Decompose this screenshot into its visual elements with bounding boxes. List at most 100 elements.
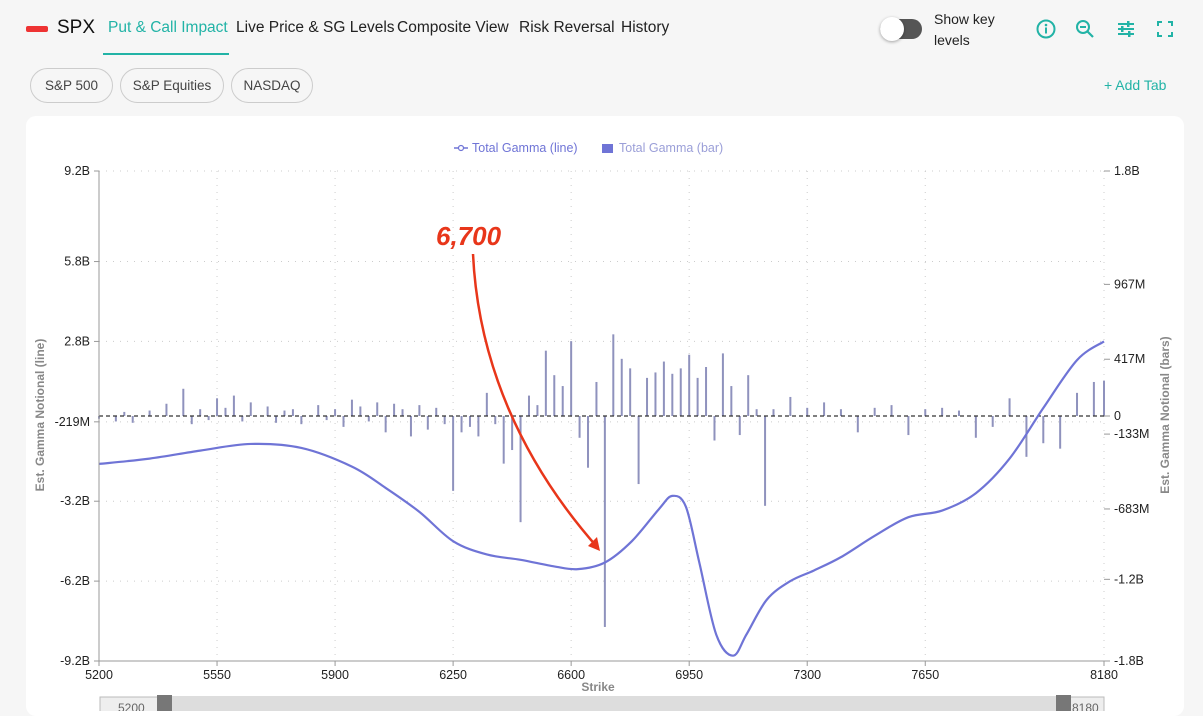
tab-put-call-impact[interactable]: Put & Call Impact [108,19,228,36]
gamma-bar [199,409,202,416]
x-tick-label: 6950 [675,668,703,682]
gamma-bar [991,416,994,427]
gamma-bar [511,416,514,451]
range-start-handle [157,695,172,711]
gamma-bar [165,403,168,416]
gamma-bar [1025,416,1028,457]
gamma-bar [477,416,480,437]
gamma-bar [1008,398,1011,416]
x-tick-label: 5200 [85,668,113,682]
tab-composite-view[interactable]: Composite View [397,19,509,36]
top-bar: SPX Put & Call Impact Live Price & SG Le… [0,0,1203,58]
x-tick-label: 8180 [1090,668,1118,682]
gamma-bar [603,416,606,627]
toggle-knob[interactable] [880,17,904,41]
gamma-bar [131,416,134,423]
gamma-bar [325,416,328,421]
gamma-bar [646,377,649,416]
legend-line-label[interactable]: Total Gamma (line) [472,141,578,155]
key-levels-label: Show key levels [934,11,995,48]
gamma-bar [1042,416,1045,444]
gamma-bar [612,334,615,416]
gamma-bar [224,407,227,416]
pill-sp-equities[interactable]: S&P Equities [120,68,224,103]
gamma-bar [789,396,792,416]
gamma-bar [907,416,910,436]
sliders-icon[interactable] [1114,17,1138,41]
y-right-tick-label: 1.8B [1114,164,1140,178]
gamma-bar [207,416,210,421]
gamma-bar [823,402,826,416]
gamma-bar [637,416,640,485]
brand-ticker: SPX [57,17,96,38]
gamma-bar [182,388,185,416]
y-left-tick-label: -9.2B [60,654,90,668]
gamma-bar [764,416,767,506]
y-left-tick-label: 9.2B [64,164,90,178]
gamma-bar [367,416,370,422]
gamma-bar [148,410,151,416]
gamma-bar [839,409,842,416]
pill-nasdaq[interactable]: NASDAQ [231,68,313,103]
gamma-bar [485,392,488,416]
legend-bar-label[interactable]: Total Gamma (bar) [619,141,723,155]
gamma-bar [241,416,244,422]
logo [26,26,48,32]
y-right-tick-label: 967M [1114,277,1145,291]
gamma-bar [300,416,303,425]
gamma-bar [350,399,353,416]
active-tab-indicator [103,53,229,55]
gamma-bar [384,416,387,433]
gamma-bar [190,416,193,425]
gamma-bar [587,416,590,468]
tab-risk-reversal[interactable]: Risk Reversal [519,19,615,36]
gamma-bar [806,407,809,416]
legend-bar-marker [602,144,613,153]
range-start-label: 5200 [118,701,145,711]
gamma-bar [629,368,632,416]
zoom-out-icon[interactable] [1073,17,1097,41]
info-icon[interactable] [1034,17,1058,41]
gamma-bar [334,409,337,416]
legend: Total Gamma (line) Total Gamma (bar) [454,141,723,155]
annotation: 6,700 [436,221,600,551]
annotation-arrow [471,253,599,549]
y-left-tick-label: -6.2B [60,574,90,588]
gamma-bar [494,416,497,425]
line-series [98,340,1105,657]
gamma-bar [671,373,674,416]
gamma-bar [401,409,404,416]
y-left-tick-label: 2.8B [64,334,90,348]
gamma-bar [974,416,977,438]
annotation-arrowhead [588,537,600,551]
tab-history[interactable]: History [621,19,670,36]
right-axis-title: Est. Gamma Notional (bars) [1158,336,1172,493]
gamma-bar [502,416,505,464]
y-left-tick-label: -219M [55,415,90,429]
y-right-tick-label: -1.8B [1114,654,1144,668]
gamma-bar [738,416,741,436]
add-tab-button[interactable]: + Add Tab [1104,77,1167,93]
gamma-bar [232,395,235,416]
annotation-label: 6,700 [436,221,502,251]
fullscreen-icon[interactable] [1153,17,1177,41]
gamma-bar [941,407,944,416]
gamma-bar [755,409,758,416]
tab-live-price-sg-levels[interactable]: Live Price & SG Levels [236,19,395,36]
y-right-tick-label: -1.2B [1114,572,1144,586]
range-slider[interactable]: 5200 8180 [99,695,1105,711]
gamma-bar [435,407,438,416]
gamma-bar [679,368,682,416]
gamma-bar [519,416,522,523]
legend-line-dot [457,144,465,152]
gamma-bar [216,398,219,416]
gamma-bar [114,416,117,422]
pill-sp500[interactable]: S&P 500 [30,68,113,103]
gamma-bar [730,386,733,416]
gamma-bar [873,407,876,416]
gamma-bar [275,416,278,423]
y-right-tick-label: -683M [1114,502,1149,516]
gamma-bar [443,416,446,425]
gamma-bar [1092,381,1095,416]
